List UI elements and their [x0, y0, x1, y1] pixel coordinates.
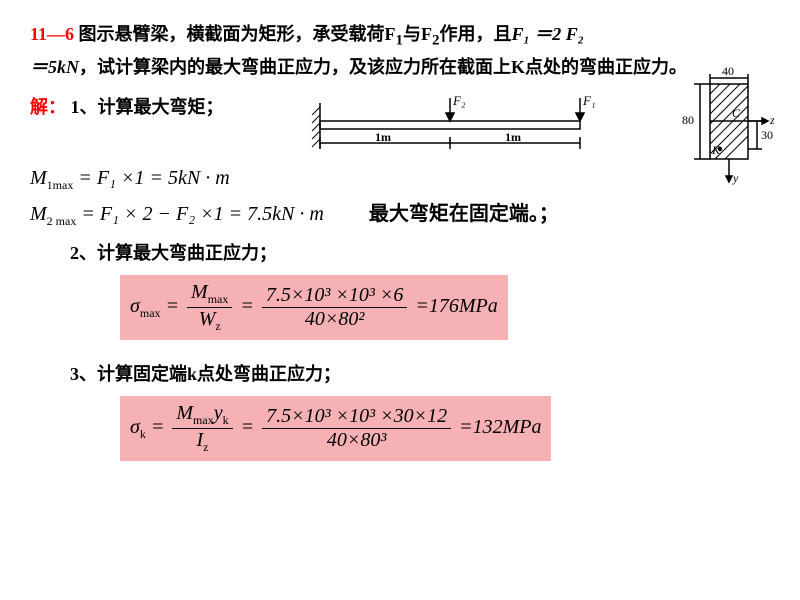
step1-title: 1、计算最大弯矩；	[71, 97, 224, 117]
cross-width: 40	[722, 64, 734, 78]
span-right: 1m	[505, 130, 521, 144]
sigma-k-mid: =	[241, 416, 260, 438]
f2-label: F₂	[452, 93, 466, 108]
z-axis-label: z	[769, 113, 775, 127]
eq-m2-lhs: M	[30, 203, 47, 225]
sk-f2n: 7.5×10³ ×10³ ×30×12	[262, 405, 451, 429]
sm-f1ds: z	[215, 319, 220, 333]
force-val: ＝5kN	[30, 57, 79, 77]
sigma-max-mid: =	[240, 295, 259, 317]
sk-f2d: 40×80³	[262, 429, 451, 452]
sm-f1ns: max	[208, 292, 229, 306]
eq-m2-sub: 2 max	[47, 214, 77, 228]
sigma-max-sym: σ	[130, 295, 140, 317]
k-point-label: K	[711, 143, 721, 157]
cross-section-diagram: 40 80 30 z y K C	[660, 64, 780, 194]
cross-k-offset: 30	[761, 128, 773, 142]
solution-label: 解：	[30, 97, 66, 117]
step3-title: 3、计算固定端k点处弯曲正应力；	[70, 360, 770, 386]
problem-text-c: 作用，且	[440, 24, 512, 44]
sm-f2d: 40×80²	[262, 308, 407, 331]
sub2: 2	[432, 33, 440, 49]
c-point-label: C	[732, 106, 741, 120]
eq-m1-lhs: M	[30, 167, 47, 189]
eq-sigma-max: σmax = Mmax Wz = 7.5×10³ ×10³ ×6 40×80² …	[120, 275, 508, 340]
span-left: 1m	[375, 130, 391, 144]
step2-title: 2、计算最大弯曲正应力；	[70, 239, 770, 265]
problem-text-b: 与F	[403, 24, 432, 44]
sigma-k-res: =132MPa	[459, 416, 541, 438]
step1-row: 解： 1、计算最大弯矩； F₂ F₁ 1m 1m	[30, 93, 770, 163]
sigma-max-res: =176MPa	[415, 295, 497, 317]
eq-sigma-k: σk = Mmaxyk Iz = 7.5×10³ ×10³ ×30×12 40×…	[120, 396, 551, 461]
sk-f1ds: z	[203, 440, 208, 454]
y-axis-label: y	[732, 171, 739, 185]
sm-f1n: M	[191, 281, 208, 303]
problem-number: 11—6	[30, 24, 74, 44]
force-rel: F₁ ＝2 F₂	[512, 24, 585, 44]
cross-height: 80	[682, 113, 694, 127]
sm-f1d: W	[199, 308, 216, 330]
problem-statement: 11—6 图示悬臂梁，横截面为矩形，承受载荷F1与F2作用，且F₁ ＝2 F₂ …	[30, 20, 770, 81]
eq-m2: M2 max = F₁ × 2 − F₂ ×1 = 7.5kN · m 最大弯矩…	[30, 197, 770, 229]
sk-f1nas: max	[193, 413, 214, 427]
sigma-max-sub: max	[140, 306, 161, 320]
problem-text-d: ，试计算梁内的最大弯曲正应力，及该应力所在截面上K点处的弯曲正应力。	[79, 57, 687, 77]
sm-f2n: 7.5×10³ ×10³ ×6	[262, 284, 407, 308]
beam-diagram: F₂ F₁ 1m 1m	[300, 93, 600, 163]
m2-note: 最大弯矩在固定端。；	[369, 197, 559, 226]
problem-text-a: 图示悬臂梁，横截面为矩形，承受载荷F	[74, 24, 396, 44]
f1-label: F₁	[582, 93, 595, 108]
sk-f1nb: y	[214, 402, 223, 424]
eq-m1: M1max = F₁ ×1 = 5kN · m	[30, 167, 770, 193]
eq-m1-rhs: = F₁ ×1 = 5kN · m	[73, 167, 229, 189]
sk-f1nbs: k	[223, 413, 229, 427]
eq-m1-sub: 1max	[47, 178, 74, 192]
sk-f1na: M	[176, 402, 193, 424]
sigma-k-eq1: =	[146, 416, 170, 438]
sigma-k-sym: σ	[130, 416, 140, 438]
sub1: 1	[396, 33, 404, 49]
sigma-max-eq1: =	[161, 295, 185, 317]
eq-m2-rhs: = F₁ × 2 − F₂ ×1 = 7.5kN · m	[76, 203, 323, 225]
